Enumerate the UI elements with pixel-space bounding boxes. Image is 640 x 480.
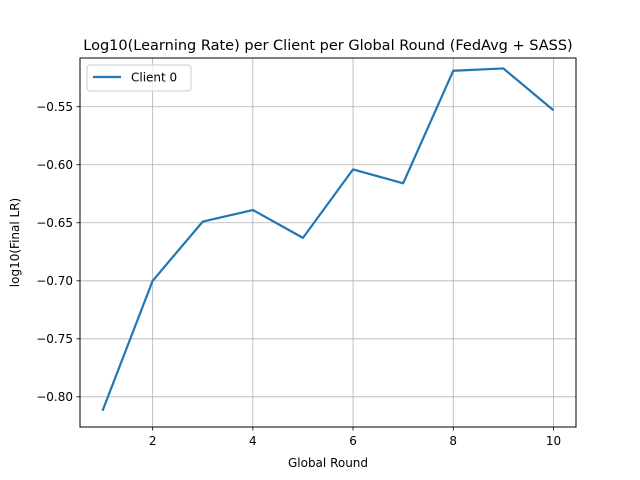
x-tick-label: 4 bbox=[249, 434, 257, 448]
series-line-client-0 bbox=[101, 67, 555, 412]
y-tick-label: −0.65 bbox=[36, 216, 73, 230]
y-axis-ticks: −0.80 −0.75 −0.70 −0.65 −0.60 −0.55 bbox=[36, 100, 80, 404]
y-tick-label: −0.80 bbox=[36, 390, 73, 404]
plot-frame bbox=[79, 57, 577, 428]
legend-label-client-0: Client 0 bbox=[131, 71, 177, 85]
x-axis-ticks: 2 4 6 8 10 bbox=[149, 427, 561, 448]
y-axis-label: log10(Final LR) bbox=[8, 198, 22, 287]
legend-box bbox=[86, 64, 192, 92]
grid bbox=[80, 58, 576, 427]
y-tick-label: −0.60 bbox=[36, 158, 73, 172]
plot-series bbox=[101, 67, 555, 412]
x-tick-label: 2 bbox=[149, 434, 157, 448]
y-tick-label: −0.70 bbox=[36, 274, 73, 288]
x-tick-label: 8 bbox=[449, 434, 457, 448]
x-axis-label: Global Round bbox=[288, 456, 368, 470]
y-tick-label: −0.75 bbox=[36, 332, 73, 346]
y-tick-label: −0.55 bbox=[36, 100, 73, 114]
chart-title: Log10(Learning Rate) per Client per Glob… bbox=[83, 38, 572, 54]
legend: Client 0 bbox=[86, 64, 192, 92]
x-tick-label: 6 bbox=[349, 434, 357, 448]
x-tick-label: 10 bbox=[546, 434, 561, 448]
